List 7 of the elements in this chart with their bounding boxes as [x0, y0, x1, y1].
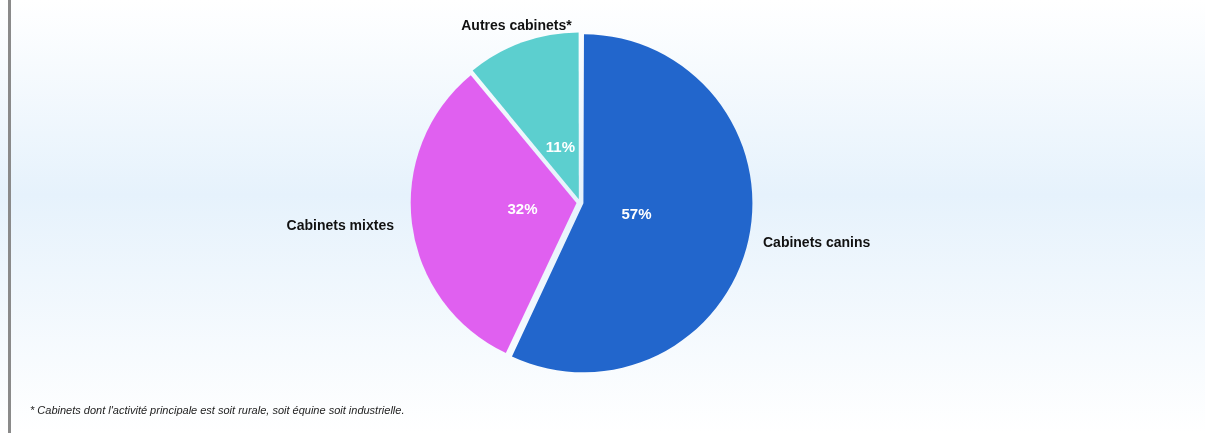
- slice-label: Cabinets mixtes: [286, 216, 395, 233]
- slice-label: Autres cabinets*: [461, 16, 573, 33]
- slice-label: Cabinets canins: [762, 234, 871, 251]
- data-label: 32%: [507, 199, 538, 217]
- data-label: 11%: [545, 138, 575, 156]
- data-label: 57%: [621, 205, 652, 223]
- text: * Cabinets dont l'activité principale est soit rurale, soit équine soit industrielle.: [30, 404, 405, 416]
